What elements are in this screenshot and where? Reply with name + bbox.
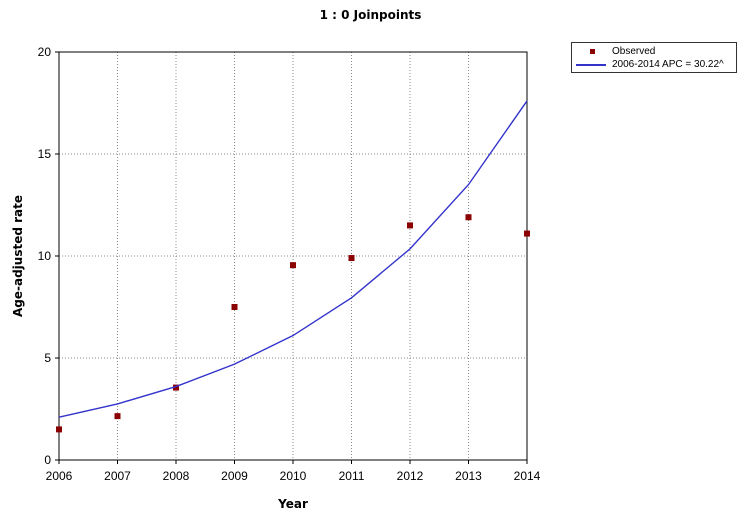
legend-item-observed: Observed (572, 46, 736, 58)
x-tick-label: 2014 (514, 469, 541, 483)
x-tick-label: 2006 (46, 469, 73, 483)
y-tick-label: 20 (38, 45, 52, 59)
data-point-observed (114, 413, 121, 420)
legend-label-apc: 2006-2014 APC = 30.22^ (612, 59, 724, 70)
y-tick-label: 15 (38, 147, 52, 161)
legend-square-marker-icon (590, 49, 595, 54)
x-tick-label: 2012 (397, 469, 424, 483)
grid-lines (59, 52, 527, 460)
x-tick-label: 2008 (163, 469, 190, 483)
x-tick-label: 2013 (455, 469, 482, 483)
x-tick-label: 2010 (280, 469, 307, 483)
chart-legend: Observed 2006-2014 APC = 30.22^ (571, 42, 737, 73)
legend-line-icon (576, 64, 606, 66)
data-point-observed (407, 222, 413, 229)
data-point-observed (524, 230, 530, 237)
x-tick-label: 2009 (221, 469, 248, 483)
axes (55, 51, 528, 464)
y-tick-label: 10 (38, 249, 52, 263)
legend-item-apc-line: 2006-2014 APC = 30.22^ (572, 59, 736, 71)
data-point-observed (465, 214, 472, 221)
series-line-apc (58, 100, 528, 418)
data-point-observed (231, 304, 238, 310)
x-tick-label: 2007 (104, 469, 131, 483)
data-point-observed (173, 384, 179, 391)
data-point-observed (290, 262, 296, 269)
chart-title: 1 : 0 Joinpoints (319, 8, 422, 22)
legend-label-observed: Observed (612, 46, 656, 57)
x-axis-title: Year (277, 497, 308, 511)
y-axis-title: Age-adjusted rate (11, 195, 25, 317)
data-point-observed (348, 255, 355, 262)
series-layer (56, 100, 530, 433)
tick-labels: 2006 2007 2008 2009 2010 2011 2012 2013 2014 0 5 10… (38, 45, 541, 483)
y-tick-label: 0 (44, 453, 51, 467)
y-tick-label: 5 (44, 351, 51, 365)
data-point-observed (56, 426, 62, 433)
x-tick-label: 2011 (339, 469, 365, 483)
